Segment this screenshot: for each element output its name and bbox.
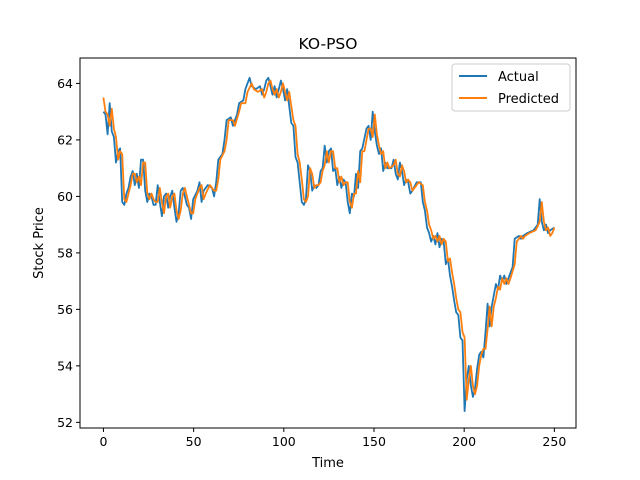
- x-tick-label: 0: [99, 434, 107, 449]
- chart-title: KO-PSO: [299, 35, 358, 53]
- y-tick-label: 54: [57, 358, 73, 373]
- y-axis-label: Stock Price: [32, 207, 47, 279]
- x-tick-label: 50: [186, 434, 202, 449]
- y-tick-label: 60: [57, 189, 73, 204]
- series-line-predicted: [102, 79, 556, 401]
- legend: Actual Predicted: [451, 63, 571, 112]
- y-tick-label: 58: [57, 245, 73, 260]
- y-tick-label: 64: [57, 76, 73, 91]
- y-tick-label: 56: [57, 302, 73, 317]
- x-axis-label: Time: [311, 456, 344, 471]
- x-tick-label: 150: [362, 434, 386, 449]
- plot-frame: [79, 57, 577, 429]
- legend-label-predicted: Predicted: [498, 92, 559, 107]
- y-axis: 52 54 56 58 60 62 64: [57, 76, 80, 430]
- y-tick-label: 62: [57, 132, 73, 147]
- series-layer: [102, 76, 556, 412]
- y-tick-label: 52: [57, 415, 73, 430]
- x-tick-label: 250: [542, 434, 566, 449]
- x-tick-label: 200: [452, 434, 476, 449]
- x-tick-label: 100: [272, 434, 296, 449]
- legend-label-actual: Actual: [498, 70, 539, 85]
- x-axis: 0 50 100 150 200 250: [99, 428, 566, 449]
- series-line-actual: [102, 76, 555, 412]
